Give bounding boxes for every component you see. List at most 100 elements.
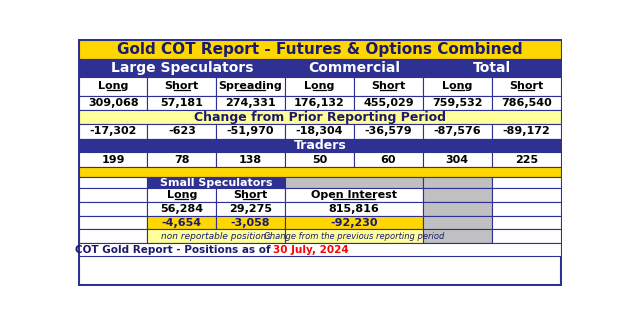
Text: Total: Total bbox=[473, 61, 511, 75]
Text: Spreading: Spreading bbox=[218, 81, 283, 91]
Text: 455,029: 455,029 bbox=[363, 98, 414, 108]
Bar bbox=[423, 152, 492, 167]
Bar bbox=[216, 152, 285, 167]
Text: 309,068: 309,068 bbox=[88, 98, 139, 108]
Bar bbox=[216, 202, 285, 216]
Text: Long: Long bbox=[167, 190, 197, 200]
Text: -3,058: -3,058 bbox=[231, 218, 270, 228]
Text: Change from the previous reporting period: Change from the previous reporting perio… bbox=[264, 232, 444, 241]
Bar bbox=[285, 124, 354, 139]
Bar bbox=[492, 152, 561, 167]
Text: 176,132: 176,132 bbox=[294, 98, 345, 108]
Bar bbox=[423, 77, 492, 96]
Bar bbox=[285, 177, 423, 188]
Text: Change from Prior Reporting Period: Change from Prior Reporting Period bbox=[194, 110, 446, 124]
Bar bbox=[354, 96, 423, 110]
Text: -92,230: -92,230 bbox=[330, 218, 378, 228]
Text: 56,284: 56,284 bbox=[160, 204, 203, 214]
Bar bbox=[79, 167, 561, 177]
Bar bbox=[423, 58, 561, 77]
Text: 29,275: 29,275 bbox=[229, 204, 272, 214]
Bar bbox=[79, 152, 147, 167]
Bar bbox=[216, 124, 285, 139]
Text: -51,970: -51,970 bbox=[227, 126, 275, 136]
Bar bbox=[79, 110, 561, 124]
Bar bbox=[147, 124, 216, 139]
Text: Large Speculators: Large Speculators bbox=[110, 61, 253, 75]
Bar bbox=[79, 139, 561, 152]
Bar bbox=[285, 188, 423, 202]
Text: non reportable positions: non reportable positions bbox=[161, 232, 271, 241]
Bar bbox=[285, 58, 423, 77]
Text: -17,302: -17,302 bbox=[89, 126, 137, 136]
Text: 199: 199 bbox=[101, 155, 125, 165]
Text: 78: 78 bbox=[174, 155, 190, 165]
Text: Short: Short bbox=[371, 81, 406, 91]
Bar bbox=[79, 77, 147, 96]
Text: Short: Short bbox=[165, 81, 199, 91]
Bar bbox=[423, 188, 492, 202]
Bar bbox=[147, 230, 285, 243]
Text: 759,532: 759,532 bbox=[432, 98, 482, 108]
Bar bbox=[79, 188, 147, 202]
Text: 60: 60 bbox=[381, 155, 396, 165]
Text: Open Interest: Open Interest bbox=[311, 190, 397, 200]
Text: Short: Short bbox=[509, 81, 544, 91]
Bar bbox=[354, 124, 423, 139]
Bar bbox=[79, 202, 147, 216]
Text: -623: -623 bbox=[168, 126, 196, 136]
Bar bbox=[423, 177, 492, 188]
Text: Long: Long bbox=[305, 81, 334, 91]
Bar bbox=[354, 152, 423, 167]
Bar bbox=[285, 216, 423, 230]
Text: Long: Long bbox=[98, 81, 129, 91]
Bar bbox=[216, 188, 285, 202]
Bar bbox=[285, 96, 354, 110]
Text: -87,576: -87,576 bbox=[434, 126, 481, 136]
Text: Long: Long bbox=[442, 81, 472, 91]
Bar bbox=[147, 152, 216, 167]
Bar bbox=[354, 77, 423, 96]
Bar bbox=[285, 152, 354, 167]
Bar bbox=[492, 202, 561, 216]
Text: 815,816: 815,816 bbox=[328, 204, 379, 214]
Text: 274,331: 274,331 bbox=[225, 98, 276, 108]
Text: COT Gold Report - Positions as of: COT Gold Report - Positions as of bbox=[75, 245, 270, 255]
Bar bbox=[79, 243, 561, 256]
Text: -89,172: -89,172 bbox=[502, 126, 550, 136]
Text: 786,540: 786,540 bbox=[501, 98, 552, 108]
Text: Small Speculators: Small Speculators bbox=[160, 178, 273, 187]
Text: -18,304: -18,304 bbox=[296, 126, 343, 136]
Bar bbox=[79, 216, 147, 230]
Text: -36,579: -36,579 bbox=[364, 126, 412, 136]
Bar bbox=[285, 77, 354, 96]
Bar bbox=[423, 96, 492, 110]
Bar bbox=[147, 202, 216, 216]
Text: 304: 304 bbox=[446, 155, 469, 165]
Bar bbox=[492, 216, 561, 230]
Bar bbox=[147, 96, 216, 110]
Bar bbox=[147, 177, 285, 188]
Bar bbox=[423, 230, 492, 243]
Bar bbox=[79, 124, 147, 139]
Bar bbox=[492, 230, 561, 243]
Text: Short: Short bbox=[233, 190, 268, 200]
Bar bbox=[492, 177, 561, 188]
Bar bbox=[492, 77, 561, 96]
Bar bbox=[79, 40, 561, 58]
Bar bbox=[492, 124, 561, 139]
Bar bbox=[147, 188, 216, 202]
Text: 50: 50 bbox=[312, 155, 327, 165]
Bar bbox=[147, 77, 216, 96]
Bar bbox=[216, 216, 285, 230]
Bar bbox=[79, 58, 285, 77]
Bar bbox=[492, 188, 561, 202]
Bar bbox=[423, 216, 492, 230]
Bar bbox=[285, 230, 423, 243]
Text: Commercial: Commercial bbox=[308, 61, 400, 75]
Bar bbox=[423, 202, 492, 216]
Bar bbox=[492, 96, 561, 110]
Text: 138: 138 bbox=[239, 155, 262, 165]
Bar bbox=[216, 96, 285, 110]
Text: Traders: Traders bbox=[293, 139, 346, 152]
